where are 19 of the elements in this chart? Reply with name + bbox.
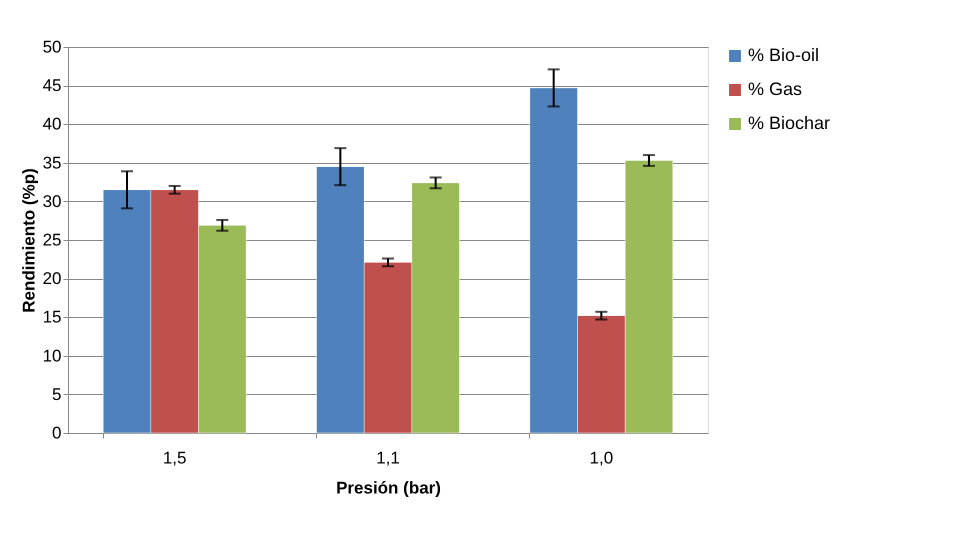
y-tick-label: 15	[42, 308, 62, 327]
x-tick-label: 1,0	[590, 448, 614, 468]
y-tick-label: 20	[42, 269, 62, 288]
y-tick-label: 10	[42, 346, 62, 366]
y-tick-label: 5	[52, 384, 62, 404]
y-tick-label: 50	[42, 38, 62, 56]
x-tick-label: 1,1	[376, 448, 400, 468]
y-axis-title: Rendimiento (%p)	[20, 168, 39, 313]
y-tick-label: 35	[42, 153, 62, 172]
y-tick-label: 25	[42, 230, 62, 250]
x-tick-label: 1,5	[162, 448, 186, 468]
y-tick-label: 30	[42, 192, 62, 211]
legend-label: % Biochar	[748, 113, 830, 133]
legend-label: % Bio-oil	[748, 45, 820, 65]
y-tick-label: 0	[52, 424, 62, 442]
x-axis-title: Presión (bar)	[336, 478, 441, 498]
y-tick-label: 40	[42, 114, 62, 134]
legend-label: % Gas	[748, 79, 802, 99]
y-tick-label: 45	[42, 76, 62, 96]
